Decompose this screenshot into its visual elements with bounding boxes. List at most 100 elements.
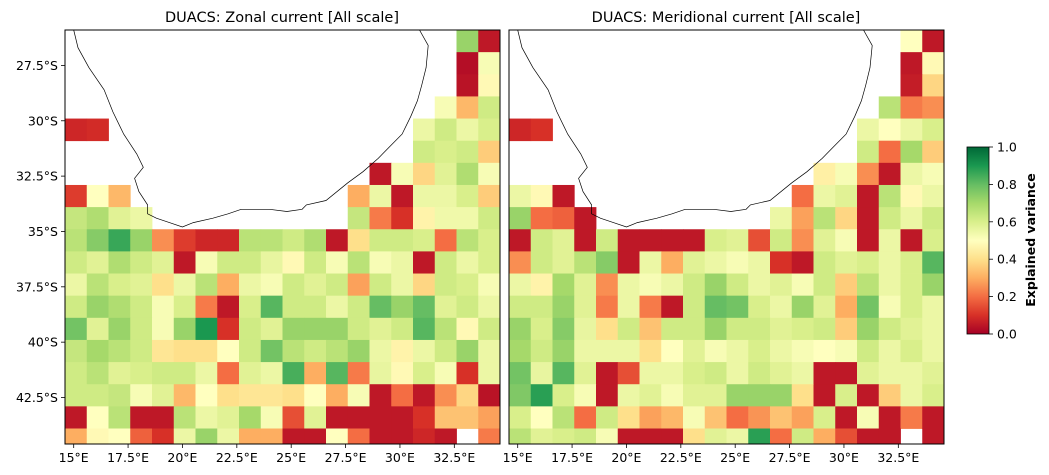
heatmap-cell (108, 384, 131, 407)
coastline-zonal (73, 30, 429, 228)
heatmap-cell (456, 406, 479, 429)
heatmap-cell (813, 251, 836, 274)
heatmap-cell (478, 96, 500, 119)
heatmap-cell (217, 295, 240, 319)
heatmap-cell (282, 273, 305, 297)
heatmap-cell (726, 362, 749, 385)
colorbar-tick-label: 1.0 (997, 140, 1017, 155)
heatmap-cell (239, 384, 262, 407)
heatmap-cell (878, 317, 901, 341)
heatmap-cell (530, 229, 553, 252)
heatmap-cell (304, 339, 327, 363)
heatmap-cell (239, 229, 262, 252)
heatmap-cell (900, 74, 923, 97)
heatmap-cell (900, 162, 923, 186)
heatmap-cell (683, 229, 706, 252)
heatmap-cell (748, 428, 771, 444)
heatmap-cell (835, 362, 858, 385)
heatmap-cell (304, 251, 327, 274)
heatmap-cell (726, 251, 749, 274)
heatmap-cell (413, 118, 436, 142)
heatmap-cell (413, 140, 436, 164)
heatmap-cell (434, 251, 457, 274)
heatmap-cell (509, 184, 532, 208)
heatmap-cell (86, 295, 109, 319)
heatmap-cell (152, 362, 175, 385)
heatmap-cell (456, 317, 479, 341)
heatmap-cell (704, 273, 727, 297)
y-tick-label: 32.5°S (16, 169, 58, 184)
heatmap-cell (639, 273, 662, 297)
heatmap-cell (434, 317, 457, 341)
heatmap-cell (617, 229, 640, 252)
heatmap-cell (239, 251, 262, 274)
heatmap-cell (900, 339, 923, 363)
heatmap-cell (835, 384, 858, 407)
heatmap-cell (617, 251, 640, 274)
heatmap-cell (478, 140, 500, 164)
heatmap-cell (813, 273, 836, 297)
heatmap-cell (413, 384, 436, 407)
heatmap-cell (239, 273, 262, 297)
heatmap-cell (130, 428, 153, 444)
heatmap-cell (413, 339, 436, 363)
heatmap-cell (835, 273, 858, 297)
heatmap-cell (369, 362, 392, 385)
heatmap-cell (900, 251, 923, 274)
heatmap-cell (596, 406, 619, 429)
colorbar: 0.0 0.2 0.4 0.6 0.8 1.0 Explained variance (966, 140, 1038, 342)
heatmap-cell (434, 96, 457, 119)
heatmap-cell (639, 339, 662, 363)
heatmap-cell (173, 384, 196, 407)
heatmap-cell (791, 428, 814, 444)
heatmap-cell (478, 406, 500, 429)
heatmap-cell (900, 207, 923, 230)
heatmap-cell (704, 229, 727, 252)
heatmap-cell (748, 339, 771, 363)
heatmap-cell (326, 362, 349, 385)
heatmap-cell (857, 118, 880, 142)
heatmap-cell (530, 428, 553, 444)
y-tick-label: 30°S (28, 113, 58, 128)
heatmap-cell (639, 251, 662, 274)
heatmap-cell (878, 207, 901, 230)
heatmap-cell (217, 273, 240, 297)
heatmap-cell (369, 428, 392, 444)
heatmap-cell (857, 140, 880, 164)
heatmap-cell (173, 251, 196, 274)
heatmap-cell (835, 317, 858, 341)
heatmap-cell (347, 317, 370, 341)
heatmap-cell (413, 317, 436, 341)
heatmap-cell (304, 406, 327, 429)
panel-zonal: DUACS: Zonal current [All scale] 15°E 17.… (16, 10, 501, 465)
heatmap-cell (369, 339, 392, 363)
heatmap-cell (282, 362, 305, 385)
heatmap-cell (661, 229, 684, 252)
heatmap-cell (369, 251, 392, 274)
heatmap-cell (65, 251, 88, 274)
heatmap-cell (260, 362, 283, 385)
heatmap-cell (347, 428, 370, 444)
heatmap-cell (86, 339, 109, 363)
heatmap-cell (661, 317, 684, 341)
heatmap-cell (347, 251, 370, 274)
heatmap-cell (791, 384, 814, 407)
heatmap-cell (922, 52, 944, 75)
heatmap-cell (617, 406, 640, 429)
heatmap-cell (456, 52, 479, 75)
heatmap-cell (813, 295, 836, 319)
heatmap-cell (239, 317, 262, 341)
heatmap-cell (813, 428, 836, 444)
heatmap-cell (596, 428, 619, 444)
heatmap-cell (552, 295, 575, 319)
heatmap-cell (726, 295, 749, 319)
heatmap-cell (900, 140, 923, 164)
heatmap-cell (900, 96, 923, 119)
heatmap-cell (878, 162, 901, 186)
heatmap-cell (239, 428, 262, 444)
heatmap-cell (748, 251, 771, 274)
heatmap-cell (552, 428, 575, 444)
heatmap-cell (347, 362, 370, 385)
heatmap-cell (130, 317, 153, 341)
heatmap-cell (835, 339, 858, 363)
